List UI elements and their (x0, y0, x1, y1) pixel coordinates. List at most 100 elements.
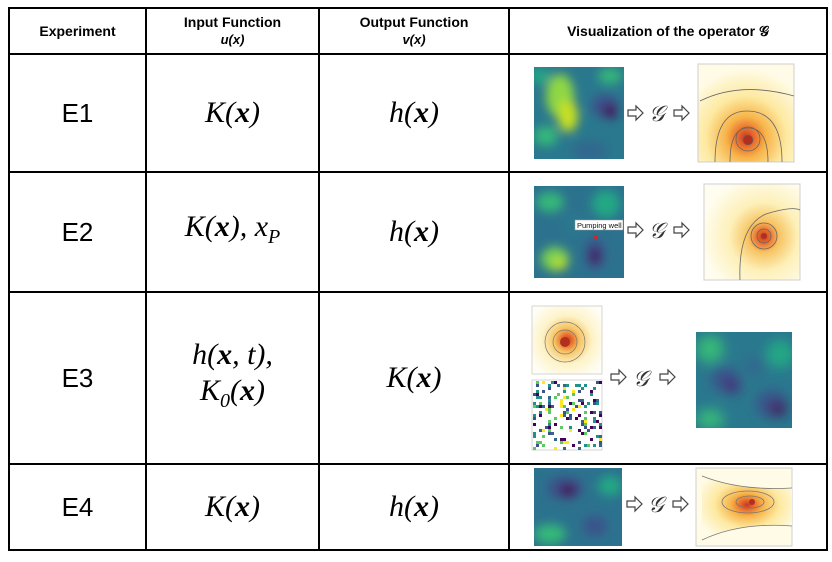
sparse-sample-cell (557, 393, 560, 396)
sparse-sample-cell (536, 396, 539, 399)
sparse-sample-cell (560, 402, 563, 405)
sparse-sample-cell (548, 420, 551, 423)
sparse-sample-cell (581, 402, 584, 405)
sparse-sample-cell (536, 381, 539, 384)
arrow-icon (673, 104, 690, 122)
sparse-sample-cell (560, 405, 563, 408)
input-function: K(x) (145, 463, 320, 551)
sparse-sample-cell (554, 381, 557, 384)
sparse-sample-cell (584, 444, 587, 447)
sparse-sample-cell (533, 402, 536, 405)
sparse-sample-cell (551, 381, 554, 384)
sparse-sample-cell (581, 420, 584, 423)
sparse-sample-cell (542, 405, 545, 408)
conductivity-field-image (534, 468, 622, 546)
sparse-sample-cell (545, 426, 548, 429)
sparse-sample-cell (551, 432, 554, 435)
sparse-sample-cell (590, 390, 593, 393)
sparse-sample-cell (599, 414, 602, 417)
arrow-icon (627, 221, 644, 239)
sparse-sample-cell (533, 423, 536, 426)
operator-visualization: Pumping well 𝒢 (508, 171, 828, 293)
viz-e3-svg: 𝒢 (531, 305, 792, 451)
sparse-sample-cell (566, 411, 569, 414)
sparse-sample-cell (539, 411, 542, 414)
sparse-conductivity-input-image (531, 379, 603, 451)
sparse-sample-cell (533, 447, 536, 450)
sparse-sample-cell (548, 408, 551, 411)
sparse-sample-cell (554, 396, 557, 399)
sparse-sample-cell (599, 411, 602, 414)
sparse-sample-cell (566, 417, 569, 420)
sparse-sample-cell (548, 402, 551, 405)
operator-visualization: 𝒢 (508, 53, 828, 173)
experiment-id: E2 (8, 171, 147, 293)
sparse-sample-cell (599, 381, 602, 384)
sparse-sample-cell (587, 444, 590, 447)
sparse-sample-cell (581, 423, 584, 426)
conductivity-field-image (534, 67, 624, 159)
sparse-sample-cell (581, 432, 584, 435)
sparse-sample-cell (539, 414, 542, 417)
header-output: Output Function v(x) (318, 7, 510, 55)
sparse-sample-cell (569, 426, 572, 429)
sparse-sample-cell (536, 393, 539, 396)
arrow-icon (627, 104, 644, 122)
experiment-id: E4 (8, 463, 147, 551)
sparse-sample-cell (599, 426, 602, 429)
sparse-sample-cell (572, 444, 575, 447)
sparse-sample-cell (548, 387, 551, 390)
sparse-sample-cell (590, 393, 593, 396)
sparse-sample-cell (563, 447, 566, 450)
sparse-sample-cell (575, 405, 578, 408)
sparse-sample-cell (575, 417, 578, 420)
operator-symbol: 𝒢 (633, 366, 652, 391)
conductivity-output-image (696, 332, 792, 428)
sparse-sample-cell (566, 441, 569, 444)
sparse-sample-cell (539, 402, 542, 405)
sparse-sample-cell (560, 426, 563, 429)
sparse-sample-cell (536, 405, 539, 408)
sparse-sample-cell (548, 423, 551, 426)
sparse-sample-cell (572, 408, 575, 411)
sparse-sample-cell (596, 420, 599, 423)
sparse-sample-cell (593, 399, 596, 402)
sparse-sample-cell (578, 399, 581, 402)
output-function: h(x) (318, 53, 510, 173)
experiment-id: E3 (8, 291, 147, 465)
sparse-sample-cell (554, 423, 557, 426)
sparse-sample-cell (533, 417, 536, 420)
sparse-sample-cell (545, 408, 548, 411)
sparse-sample-cell (572, 402, 575, 405)
operator-symbol: 𝒢 (648, 492, 667, 517)
input-function: K(x) (145, 53, 320, 173)
sparse-sample-cell (542, 381, 545, 384)
sparse-sample-cell (593, 426, 596, 429)
sparse-sample-cell (563, 405, 566, 408)
sparse-sample-cell (533, 435, 536, 438)
sparse-sample-cell (536, 441, 539, 444)
sparse-sample-cell (557, 384, 560, 387)
sparse-sample-cell (551, 405, 554, 408)
sparse-sample-cell (554, 438, 557, 441)
sparse-sample-cell (578, 429, 581, 432)
sparse-sample-cell (596, 381, 599, 384)
sparse-sample-cell (578, 414, 581, 417)
sparse-sample-cell (563, 390, 566, 393)
sparse-sample-cell (584, 405, 587, 408)
sparse-sample-cell (584, 411, 587, 414)
sparse-sample-cell (539, 429, 542, 432)
viz-e2-svg: Pumping well 𝒢 (534, 183, 801, 281)
sparse-sample-cell (590, 411, 593, 414)
sparse-sample-cell (560, 414, 563, 417)
sparse-sample-cell (572, 393, 575, 396)
pumping-well-label: Pumping well (577, 221, 622, 230)
sparse-sample-cell (599, 423, 602, 426)
sparse-sample-cell (596, 399, 599, 402)
operator-symbol: 𝒢 (649, 101, 668, 126)
sparse-sample-cell (590, 426, 593, 429)
sparse-sample-cell (542, 435, 545, 438)
output-function: K(x) (318, 291, 510, 465)
sparse-sample-cell (542, 390, 545, 393)
sparse-sample-cell (596, 435, 599, 438)
